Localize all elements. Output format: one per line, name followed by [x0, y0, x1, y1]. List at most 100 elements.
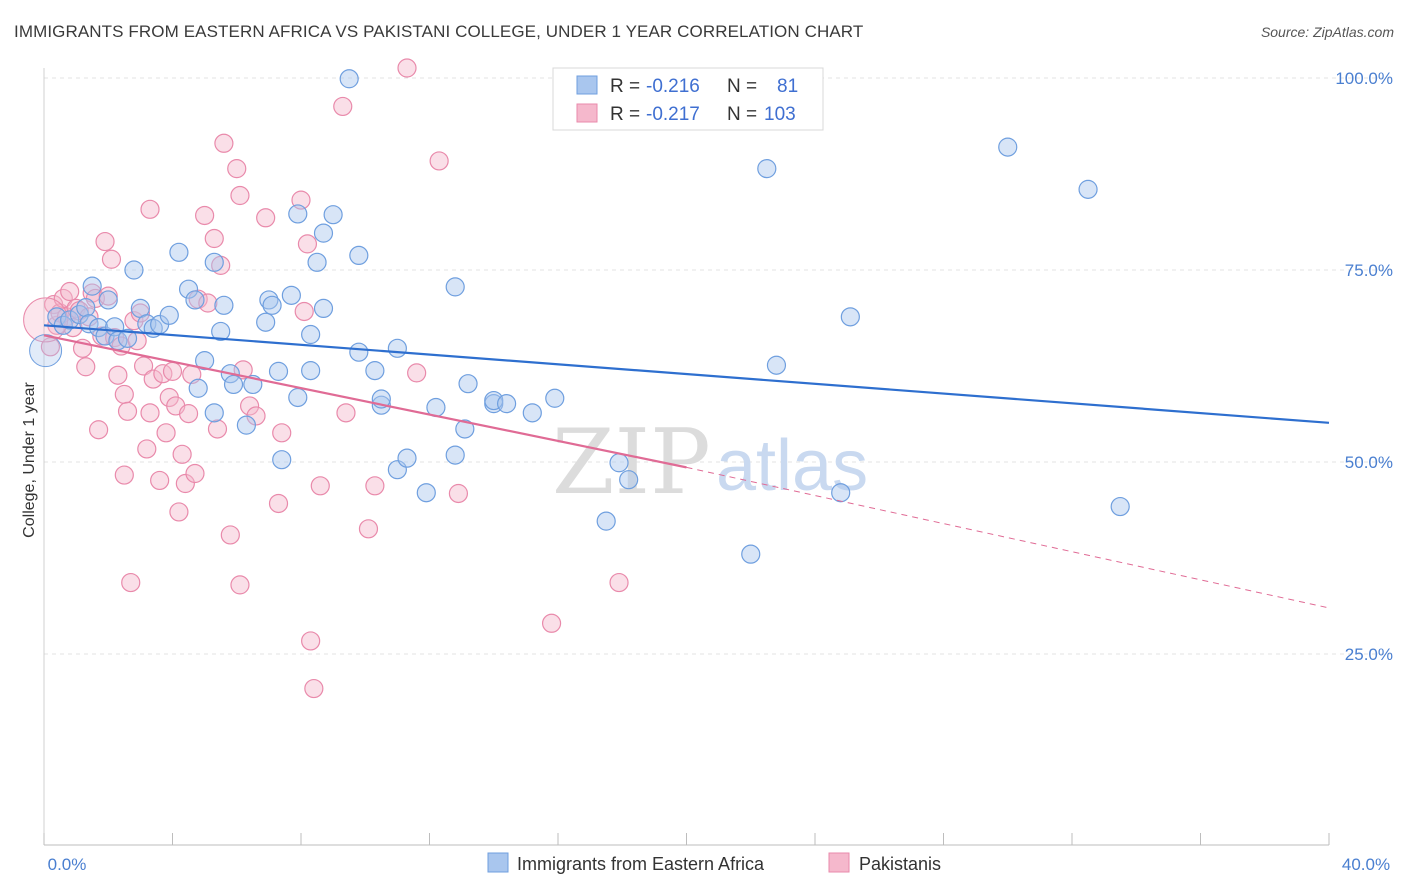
eastern-africa-point	[188, 378, 208, 398]
eastern-africa-point	[82, 276, 102, 296]
eastern-africa-point	[272, 450, 292, 470]
y-tick-label: 100.0%	[1335, 69, 1393, 88]
pakistani-point	[310, 476, 330, 496]
pakistani-point	[89, 420, 109, 440]
bottom-legend-label-pakistanis: Pakistanis	[859, 854, 941, 874]
eastern-africa-point	[256, 312, 276, 332]
eastern-africa-point	[522, 403, 542, 423]
pakistani-point	[272, 423, 292, 443]
eastern-africa-point	[365, 361, 385, 381]
pakistani-point	[256, 208, 276, 228]
eastern-africa-point	[262, 295, 282, 315]
eastern-africa-point	[223, 374, 244, 395]
legend-n-value-2: 103	[764, 104, 796, 125]
eastern-africa-point	[76, 298, 96, 318]
eastern-africa-point	[416, 483, 436, 503]
chart-title: IMMIGRANTS FROM EASTERN AFRICA VS PAKIST…	[14, 22, 864, 41]
pakistani-point	[214, 133, 234, 153]
pakistani-point	[268, 493, 289, 514]
pakistani-point	[230, 185, 250, 206]
pakistani-point	[195, 205, 215, 226]
pakistani-point	[169, 502, 189, 522]
legend-n-label-1: N =	[727, 76, 757, 97]
pakistani-point	[448, 483, 469, 504]
pakistani-point	[162, 361, 183, 381]
pakistani-point	[114, 384, 134, 405]
pakistani-point	[108, 365, 128, 385]
eastern-africa-point	[214, 295, 234, 315]
eastern-africa-point	[313, 223, 334, 243]
y-tick-label: 75.0%	[1345, 261, 1393, 280]
eastern-africa-point	[619, 470, 639, 490]
eastern-africa-point	[159, 305, 179, 325]
eastern-africa-point	[117, 328, 138, 348]
eastern-africa-point	[349, 342, 369, 362]
eastern-africa-point	[596, 511, 616, 531]
pakistani-point	[130, 303, 150, 323]
pakistani-point	[541, 613, 562, 633]
pakistani-point	[297, 234, 318, 254]
bottom-legend-swatch-pink	[828, 852, 850, 873]
eastern-africa-point	[609, 453, 629, 473]
pakistani-point	[365, 476, 385, 496]
legend-r-value-2: -0.217	[646, 104, 700, 125]
pakistani-point	[178, 404, 199, 424]
eastern-africa-point	[307, 252, 327, 272]
pakistani-point	[121, 572, 141, 593]
legend-r-label-1: R =	[610, 76, 640, 97]
eastern-africa-point	[281, 285, 301, 305]
pakistani-point	[240, 396, 260, 416]
eastern-africa-cluster-point	[29, 334, 63, 368]
legend-swatch-pink	[576, 103, 598, 123]
pakistani-point	[333, 96, 353, 117]
eastern-africa-point	[387, 338, 407, 358]
pakistani-point	[220, 525, 240, 545]
eastern-africa-point	[445, 445, 465, 465]
pakistani-point	[150, 470, 170, 491]
eastern-africa-point	[195, 351, 215, 371]
bottom-legend-label-eastern-africa: Immigrants from Eastern Africa	[517, 854, 765, 874]
eastern-africa-point	[178, 279, 199, 299]
tick-labels: 25.0% 50.0% 75.0% 100.0% 0.0% 40.0%	[48, 69, 1393, 874]
eastern-africa-point	[313, 298, 334, 318]
eastern-africa-points	[29, 69, 1130, 564]
pakistani-point	[101, 249, 122, 269]
pakistani-point	[95, 231, 115, 252]
source-label: Source: ZipAtlas.com	[1260, 24, 1394, 40]
pakistani-point	[304, 678, 324, 699]
bottom-legend-swatch-blue	[487, 852, 509, 873]
legend-swatch-blue	[576, 75, 598, 95]
pakistani-point	[407, 363, 427, 383]
x-tick-label-min: 0.0%	[48, 855, 87, 874]
pakistani-trend-line	[43, 334, 687, 469]
eastern-africa-point	[301, 324, 321, 345]
x-tick-label-max: 40.0%	[1342, 855, 1390, 874]
pakistani-point	[609, 572, 629, 593]
watermark: ZIP atlas	[552, 410, 868, 515]
pakistani-point	[397, 58, 417, 78]
y-tick-label: 50.0%	[1345, 453, 1393, 472]
eastern-africa-point	[98, 290, 118, 310]
eastern-africa-point	[766, 355, 787, 375]
pakistani-point	[117, 401, 138, 421]
eastern-africa-point	[211, 321, 231, 342]
eastern-africa-point	[185, 290, 205, 310]
eastern-africa-point	[288, 387, 308, 408]
trend-lines	[43, 324, 1330, 609]
pakistani-point	[204, 228, 224, 249]
pakistani-point	[76, 357, 96, 377]
legend-r-label-2: R =	[610, 104, 640, 125]
y-tick-label: 25.0%	[1345, 645, 1393, 664]
watermark-zip: ZIP	[552, 410, 711, 515]
pakistanis-points	[23, 58, 629, 699]
eastern-africa-point	[169, 242, 189, 262]
eastern-africa-point	[323, 205, 343, 225]
eastern-africa-point	[204, 403, 224, 423]
pakistani-point	[336, 403, 356, 423]
eastern-africa-point	[998, 137, 1018, 157]
eastern-africa-point	[545, 388, 565, 408]
eastern-africa-trend-line	[43, 324, 1330, 424]
pakistani-point	[175, 473, 195, 494]
eastern-africa-point	[204, 252, 224, 272]
